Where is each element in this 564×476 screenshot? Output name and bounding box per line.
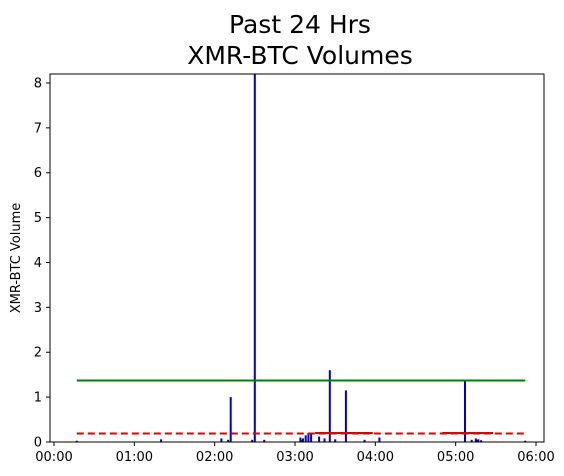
y-tick-label: 3 — [34, 301, 42, 316]
volume-bar — [363, 439, 366, 442]
y-tick-label: 5 — [34, 211, 42, 226]
volume-bar — [229, 397, 232, 442]
volume-bar — [334, 439, 337, 442]
y-ticks-group: 0 1 2 3 4 5 6 7 8 — [34, 76, 50, 451]
x-tick-label: 02:00 — [196, 450, 233, 465]
volume-bar — [227, 439, 230, 442]
x-tick-label: 04:00 — [357, 450, 394, 465]
y-tick-label: 1 — [34, 391, 42, 406]
chart-title-line1: Past 24 Hrs — [229, 10, 371, 39]
y-tick-label: 2 — [34, 346, 42, 361]
y-tick-label: 6 — [34, 166, 42, 181]
volume-bar — [477, 439, 480, 442]
volume-bar — [474, 438, 477, 442]
volume-bar — [323, 438, 326, 442]
y-tick-label: 4 — [34, 256, 42, 271]
x-tick-label: 03:00 — [276, 450, 313, 465]
volume-bar — [328, 370, 331, 442]
volume-bar — [302, 438, 304, 442]
volume-bar — [299, 437, 302, 442]
volume-bar — [476, 439, 479, 442]
x-tick-label: 06:00 — [517, 450, 554, 465]
volume-bar — [524, 440, 527, 442]
volume-bar — [304, 435, 307, 442]
volume-bar — [251, 439, 254, 442]
volume-bar — [220, 438, 223, 442]
volume-bar — [160, 439, 163, 442]
volume-bar — [310, 433, 313, 442]
y-axis-label: XMR-BTC Volume — [9, 203, 24, 314]
chart-title-line2: XMR-BTC Volumes — [187, 41, 413, 70]
volume-bar — [300, 439, 303, 442]
x-tick-label: 05:00 — [437, 450, 474, 465]
volume-bar — [263, 439, 266, 442]
x-tick-label: 00:00 — [35, 450, 72, 465]
y-tick-label: 7 — [34, 121, 42, 136]
y-tick-label: 8 — [34, 76, 42, 91]
x-tick-label: 01:00 — [116, 450, 153, 465]
x-ticks-group: 00:00 01:00 02:00 03:00 04:00 05:00 06:00 — [35, 442, 555, 465]
y-tick-label: 0 — [34, 436, 42, 451]
volume-bar — [464, 381, 466, 442]
volume-bar — [253, 74, 256, 442]
volume-bar — [75, 440, 78, 442]
bars-group — [75, 74, 527, 442]
plot-frame — [49, 73, 545, 443]
reference-lines-group — [76, 379, 526, 435]
volume-bar — [480, 440, 483, 442]
volume-bar — [470, 439, 473, 442]
volume-bar — [318, 436, 321, 442]
volume-bar — [307, 433, 310, 442]
volume-bar — [344, 390, 347, 442]
volume-bar — [378, 437, 381, 442]
